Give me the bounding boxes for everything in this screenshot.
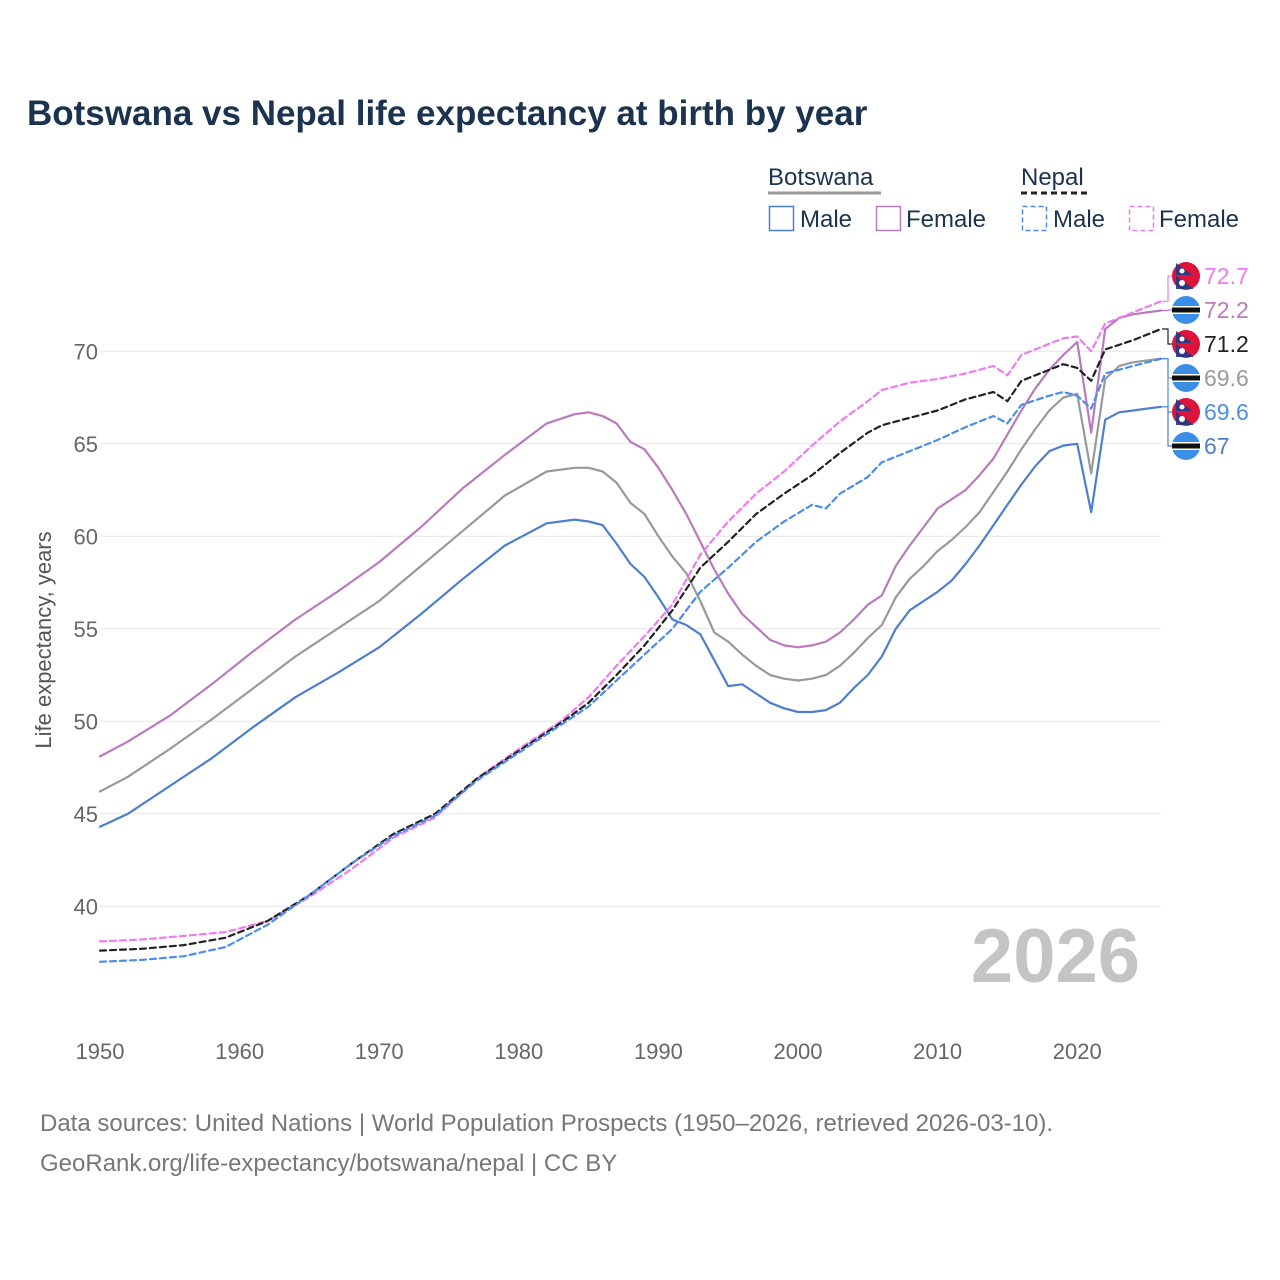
y-tick-label: 50 xyxy=(74,709,98,734)
y-tick-label: 65 xyxy=(74,432,98,457)
end-label-botswana-both-sexes: 69.6 xyxy=(1162,358,1249,392)
x-tick-label: 2010 xyxy=(913,1039,962,1064)
x-tick-label: 2000 xyxy=(774,1039,823,1064)
legend-nepal-female-swatch xyxy=(1128,205,1155,232)
legend-nepal-male-label: Male xyxy=(1053,206,1105,233)
series-line-botswana-both-sexes xyxy=(98,357,1163,793)
x-axis: 1950 1960 1970 1980 1990 2000 2010 2020 xyxy=(76,1039,1102,1064)
series-line-nepal-female xyxy=(98,300,1163,943)
end-value-label: 72.7 xyxy=(1204,263,1249,289)
source-line-2: GeoRank.org/life-expectancy/botswana/nep… xyxy=(40,1150,618,1177)
x-tick-label: 1950 xyxy=(76,1039,125,1064)
nepal-flag-sun xyxy=(1179,416,1185,422)
y-tick-label: 60 xyxy=(74,524,98,549)
end-connector xyxy=(1162,406,1172,447)
current-year-label: 2026 xyxy=(971,914,1140,999)
y-tick-label: 45 xyxy=(74,802,98,827)
end-connector xyxy=(1162,358,1172,379)
legend-botswana-male-label: Male xyxy=(800,206,852,233)
nepal-flag-moon xyxy=(1179,336,1185,342)
nepal-flag-moon xyxy=(1179,404,1185,410)
nepal-flag-moon xyxy=(1179,268,1185,274)
nepal-flag-icon xyxy=(1172,330,1200,358)
legend-botswana-male-swatch xyxy=(768,205,795,232)
nepal-flag-icon xyxy=(1172,398,1200,426)
nepal-flag-sun xyxy=(1179,348,1185,354)
botswana-flag-icon xyxy=(1172,296,1200,324)
source-note: Data sources: United Nations | World Pop… xyxy=(40,1104,1053,1184)
x-tick-label: 1960 xyxy=(215,1039,264,1064)
botswana-flag-black-band xyxy=(1172,307,1200,313)
end-value-label: 72.2 xyxy=(1204,297,1249,323)
source-line-1: Data sources: United Nations | World Pop… xyxy=(40,1110,1054,1137)
x-tick-label: 1980 xyxy=(494,1039,543,1064)
y-tick-label: 40 xyxy=(74,894,98,919)
legend-nepal-female-label: Female xyxy=(1159,206,1239,233)
y-tick-label: 70 xyxy=(74,339,98,364)
legend-botswana-female-swatch xyxy=(875,205,902,232)
end-connector xyxy=(1162,309,1172,312)
botswana-flag-icon xyxy=(1172,364,1200,392)
end-value-label: 69.6 xyxy=(1204,365,1249,391)
legend-botswana-female-label: Female xyxy=(906,206,986,233)
x-tick-label: 1970 xyxy=(355,1039,404,1064)
legend-group-botswana: Botswana xyxy=(768,164,874,191)
x-tick-label: 2020 xyxy=(1053,1039,1102,1064)
end-labels: 72.7 72.2 71.2 69.6 69.6 67 xyxy=(1162,262,1249,460)
botswana-flag-black-band xyxy=(1172,375,1200,381)
series-line-botswana-female xyxy=(98,309,1163,758)
botswana-flag-icon xyxy=(1172,432,1200,460)
end-label-nepal-female: 72.7 xyxy=(1162,262,1249,302)
botswana-flag-black-band xyxy=(1172,443,1200,449)
y-axis-label: Life expectancy, years xyxy=(31,531,56,748)
gridlines xyxy=(100,350,1161,907)
end-label-nepal-both-sexes: 71.2 xyxy=(1162,328,1249,358)
end-connector xyxy=(1162,358,1172,413)
series-line-nepal-male xyxy=(98,357,1163,963)
y-axis: 40 45 50 55 60 65 70 xyxy=(74,339,98,919)
end-label-botswana-male: 67 xyxy=(1162,406,1230,460)
nepal-flag-sun xyxy=(1179,280,1185,286)
end-connector xyxy=(1162,275,1172,302)
legend: Botswana Male Female Nepal Male Female xyxy=(768,164,1239,233)
nepal-flag-icon xyxy=(1172,262,1200,290)
end-value-label: 69.6 xyxy=(1204,399,1249,425)
legend-nepal-male-swatch xyxy=(1021,205,1048,232)
end-connector xyxy=(1162,328,1172,345)
y-tick-label: 55 xyxy=(74,617,98,642)
end-label-nepal-male: 69.6 xyxy=(1162,358,1249,426)
chart-title: Botswana vs Nepal life expectancy at bir… xyxy=(27,94,868,133)
legend-group-nepal: Nepal xyxy=(1021,164,1084,191)
series-line-botswana-male xyxy=(98,405,1163,828)
series-lines xyxy=(98,300,1163,963)
end-value-label: 71.2 xyxy=(1204,331,1249,357)
end-value-label: 67 xyxy=(1204,433,1230,459)
series-line-nepal-both-sexes xyxy=(98,327,1163,952)
x-tick-label: 1990 xyxy=(634,1039,683,1064)
end-label-botswana-female: 72.2 xyxy=(1162,296,1249,324)
